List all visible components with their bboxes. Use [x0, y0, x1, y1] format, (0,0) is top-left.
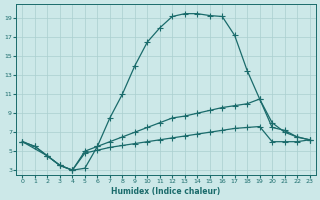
X-axis label: Humidex (Indice chaleur): Humidex (Indice chaleur) — [111, 187, 221, 196]
